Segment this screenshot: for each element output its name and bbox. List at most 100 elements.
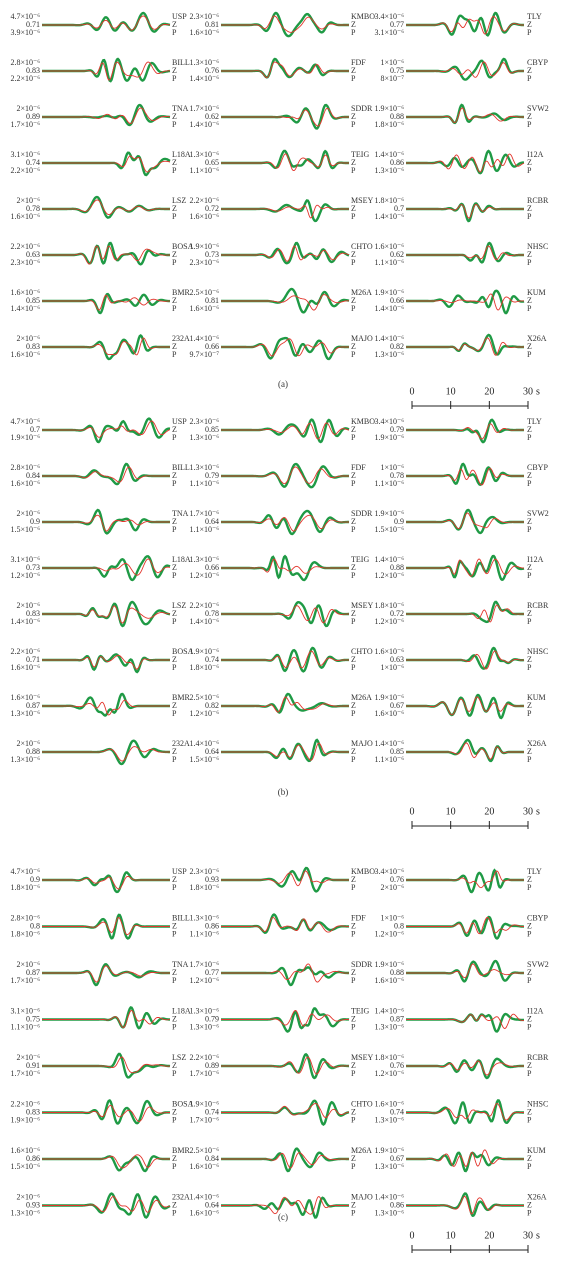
amplitude-label: 4.7×10⁻⁶ <box>10 867 40 876</box>
scale-tick-label: 30 <box>523 1230 533 1241</box>
amplitude-label: 1.2×10⁻⁶ <box>10 571 40 580</box>
synthetic-waveform <box>406 153 525 173</box>
phase-label: P <box>527 1208 532 1217</box>
component-label: Z <box>351 701 356 710</box>
phase-label: P <box>527 1069 532 1078</box>
amplitude-label: 1.6×10⁻⁶ <box>374 1099 404 1108</box>
amplitude-label: 2×10⁻⁶ <box>16 739 40 748</box>
panel-label: (a) <box>278 379 288 389</box>
amplitude-label: 1.6×10⁻⁶ <box>10 479 40 488</box>
phase-label: P <box>351 166 356 175</box>
phase-label: P <box>351 883 356 892</box>
component-label: Z <box>172 1014 177 1023</box>
component-label: Z <box>172 1200 177 1209</box>
station-label: TNA <box>172 104 189 113</box>
phase-label: P <box>351 1022 356 1031</box>
synthetic-waveform <box>42 514 170 532</box>
correlation-label: 0.83 <box>26 342 40 351</box>
amplitude-label: 1.7×10⁻⁶ <box>189 1069 219 1078</box>
amplitude-label: 1.4×10⁻⁶ <box>374 150 404 159</box>
correlation-label: 0.66 <box>390 296 404 305</box>
synthetic-waveform <box>42 61 170 81</box>
component-label: Z <box>351 968 356 977</box>
correlation-label: 0.75 <box>26 1014 40 1023</box>
correlation-label: 0.86 <box>205 921 219 930</box>
station-label: BOSA <box>172 242 194 251</box>
phase-label: P <box>351 479 356 488</box>
station-label: TLY <box>527 417 542 426</box>
station-label: KMBO <box>351 12 375 21</box>
phase-label: P <box>172 212 177 221</box>
correlation-label: 0.79 <box>390 425 404 434</box>
amplitude-label: 2.2×10⁻⁶ <box>10 242 40 251</box>
synthetic-waveform <box>406 963 524 979</box>
amplitude-label: 1.9×10⁻⁶ <box>374 288 404 297</box>
amplitude-label: 2.2×10⁻⁶ <box>189 196 219 205</box>
correlation-label: 0.63 <box>390 655 404 664</box>
component-label: Z <box>527 609 532 618</box>
amplitude-label: 1.3×10⁻⁶ <box>189 913 219 922</box>
amplitude-label: 1.9×10⁻⁶ <box>10 433 40 442</box>
correlation-label: 0.87 <box>390 1014 404 1023</box>
correlation-label: 0.86 <box>390 1200 404 1209</box>
amplitude-label: 1.1×10⁻⁶ <box>374 755 404 764</box>
phase-label: P <box>172 479 177 488</box>
amplitude-label: 1.3×10⁻⁶ <box>189 555 219 564</box>
phase-label: P <box>172 28 177 37</box>
phase-label: P <box>172 755 177 764</box>
station-label: NHSC <box>527 1099 548 1108</box>
synthetic-waveform <box>42 107 171 124</box>
station-label: MSEY <box>351 601 373 610</box>
station-label: FDF <box>351 913 366 922</box>
correlation-label: 0.83 <box>26 66 40 75</box>
observed-waveform <box>406 646 525 670</box>
station-label: M26A <box>351 693 372 702</box>
correlation-label: 0.64 <box>205 1200 219 1209</box>
correlation-label: 0.91 <box>26 1061 40 1070</box>
amplitude-label: 2.3×10⁻⁶ <box>189 417 219 426</box>
amplitude-label: 1.2×10⁻⁶ <box>374 929 404 938</box>
phase-label: P <box>351 1069 356 1078</box>
synthetic-waveform <box>406 870 524 889</box>
phase-label: P <box>527 479 532 488</box>
station-label: LSZ <box>172 601 186 610</box>
phase-label: P <box>172 1069 177 1078</box>
panel-label: (c) <box>278 1212 288 1222</box>
station-label: M26A <box>351 1146 372 1155</box>
synthetic-waveform <box>221 466 349 485</box>
station-label: SVW2 <box>527 104 549 113</box>
phase-label: P <box>351 74 356 83</box>
observed-waveform <box>406 11 524 37</box>
amplitude-label: 3.9×10⁻⁶ <box>10 28 40 37</box>
component-label: Z <box>351 1014 356 1023</box>
amplitude-label: 4.7×10⁻⁶ <box>10 12 40 21</box>
station-label: BOSA <box>172 1099 194 1108</box>
station-label: MAJO <box>351 1192 373 1201</box>
amplitude-label: 1.8×10⁻⁶ <box>374 196 404 205</box>
station-label: L18A <box>172 1006 191 1015</box>
correlation-label: 0.72 <box>390 609 404 618</box>
amplitude-label: 1.4×10⁻⁶ <box>374 555 404 564</box>
amplitude-label: 1×10⁻⁶ <box>380 58 404 67</box>
component-label: Z <box>351 342 356 351</box>
amplitude-label: 1.9×10⁻⁶ <box>189 647 219 656</box>
synthetic-waveform <box>406 604 524 623</box>
observed-waveform <box>406 462 524 487</box>
correlation-label: 0.89 <box>26 112 40 121</box>
correlation-label: 0.88 <box>390 968 404 977</box>
synthetic-waveform <box>406 245 524 261</box>
component-label: Z <box>527 747 532 756</box>
scale-tick-label: 0 <box>410 386 415 397</box>
amplitude-label: 1.4×10⁻⁶ <box>10 617 40 626</box>
station-label: RCBR <box>527 196 549 205</box>
synthetic-waveform <box>221 153 349 172</box>
correlation-label: 0.67 <box>390 701 404 710</box>
observed-waveform <box>42 292 170 315</box>
amplitude-label: 1.9×10⁻⁶ <box>374 104 404 113</box>
station-label: CHTO <box>351 647 373 656</box>
synthetic-waveform <box>42 15 171 31</box>
synthetic-waveform <box>406 1196 524 1215</box>
correlation-label: 0.64 <box>205 517 219 526</box>
synthetic-waveform <box>406 1013 525 1029</box>
amplitude-label: 1.2×10⁻⁶ <box>374 571 404 580</box>
